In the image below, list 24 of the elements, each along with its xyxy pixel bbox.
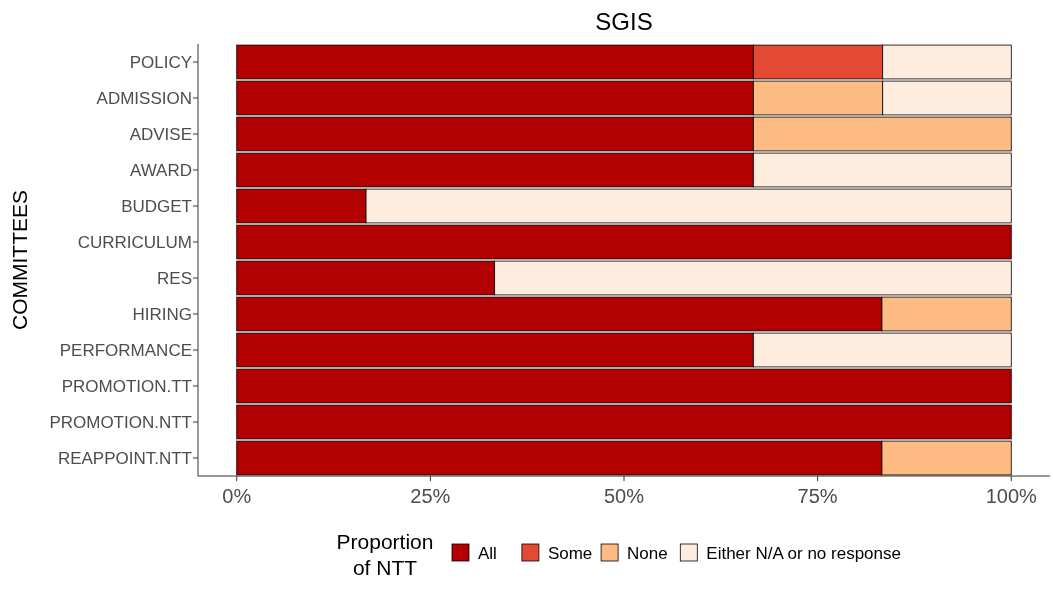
- y-tick-label: POLICY: [129, 52, 192, 72]
- y-tick-label: BUDGET: [121, 196, 192, 216]
- legend-label: None: [627, 543, 668, 563]
- y-axis-title: COMMITTEES: [8, 190, 31, 330]
- legend-label: Some: [547, 543, 593, 563]
- x-tick-label: 25%: [410, 485, 451, 507]
- legend-label: All: [478, 543, 497, 563]
- y-tick-label: ADVISE: [129, 124, 192, 144]
- legend-title: Proportion of NTT: [336, 530, 434, 579]
- y-tick-label: PROMOTION.NTT: [49, 412, 192, 432]
- y-tick-label: PROMOTION.TT: [61, 376, 192, 396]
- y-tick-label: RES: [157, 268, 192, 288]
- legend-label: Either N/A or no response: [706, 543, 901, 563]
- y-tick-label: PERFORMANCE: [59, 340, 192, 360]
- chart-title: SGIS: [595, 8, 653, 35]
- x-tick-label: 50%: [603, 485, 645, 507]
- y-tick-label: HIRING: [132, 304, 192, 324]
- y-tick-label: AWARD: [129, 160, 192, 180]
- y-tick-label: REAPPOINT.NTT: [57, 448, 192, 468]
- y-tick-label: CURRICULUM: [77, 232, 192, 252]
- y-tick-label: ADMISSION: [96, 88, 192, 108]
- x-tick-label: 100%: [985, 485, 1038, 507]
- x-tick-label: 0%: [222, 485, 252, 507]
- x-tick-label: 75%: [797, 485, 838, 507]
